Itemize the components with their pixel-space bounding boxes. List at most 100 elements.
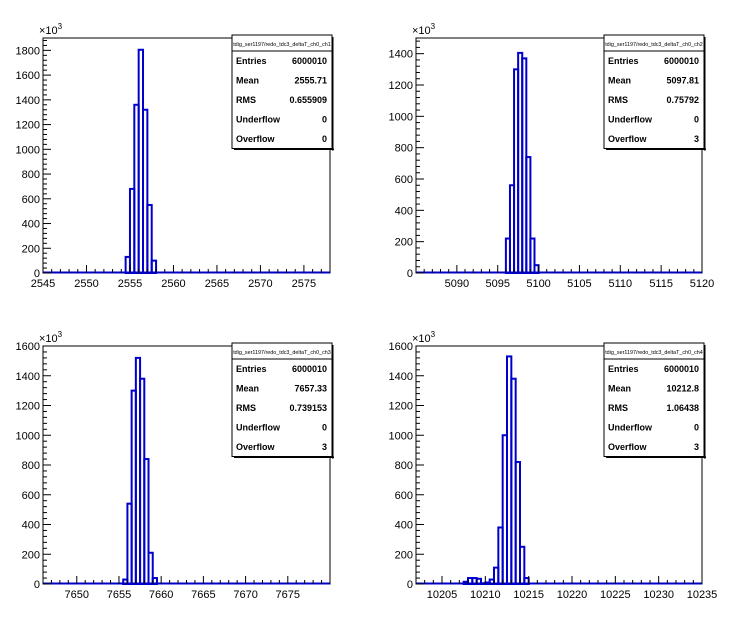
x-tick-label: 10235	[687, 589, 718, 601]
stats-box-shadow	[606, 148, 706, 150]
stats-label: Underflow	[608, 423, 653, 433]
x-tick-label: 2550	[74, 278, 98, 290]
y-tick-label: 200	[395, 549, 413, 561]
stats-label: RMS	[608, 403, 628, 413]
stats-label: Entries	[608, 56, 639, 66]
y-tick-label: 1800	[16, 45, 40, 57]
y-tick-label: 1200	[389, 401, 413, 413]
x-tick-label: 2570	[248, 278, 272, 290]
stats-box: tdig_ser1197/redo_tdc3_deltaT_ch0_ch2 Ent…	[603, 34, 706, 151]
stats-box: tdig_ser1197/redo_tdc3_deltaT_ch0_ch4 Ent…	[603, 342, 706, 459]
stats-box: tdig_ser1197/redo_tdc3_deltaT_ch0_ch1 Ent…	[231, 34, 334, 151]
stats-value: 1.06438	[666, 403, 699, 413]
stats-value: 2555.71	[294, 76, 327, 86]
x-tick-label: 10225	[600, 589, 631, 601]
histogram-title: tdig_ser1197/redo_tdc3_deltaT_ch0_ch2	[605, 42, 703, 48]
stats-value: 6000010	[292, 364, 327, 374]
stats-value: 0.655909	[289, 95, 327, 105]
y-tick-label: 400	[395, 520, 413, 532]
y-tick-label: 400	[395, 205, 413, 217]
stats-box-frame	[231, 342, 333, 457]
x-tick-label: 7665	[191, 589, 215, 601]
y-tick-label: 1000	[389, 111, 413, 123]
stats-box-shadow	[704, 345, 706, 459]
stats-label: Entries	[236, 56, 267, 66]
y-axis-multiplier: ×103	[412, 330, 436, 345]
stats-value: 3	[322, 442, 327, 452]
x-tick-label: 2545	[31, 278, 55, 290]
y-tick-label: 600	[395, 174, 413, 186]
x-tick-label: 2575	[292, 278, 316, 290]
x-tick-label: 7670	[233, 589, 257, 601]
y-tick-label: 1400	[16, 95, 40, 107]
x-tick-label: 10215	[513, 589, 544, 601]
y-tick-label: 600	[395, 490, 413, 502]
y-tick-label: 200	[395, 237, 413, 249]
stats-box-frame	[231, 34, 333, 149]
y-tick-label: 1000	[389, 430, 413, 442]
stats-value: 6000010	[664, 364, 699, 374]
stats-box-shadow	[606, 456, 706, 458]
x-tick-label: 7655	[107, 589, 131, 601]
stats-label: Entries	[236, 364, 267, 374]
x-tick-label: 2560	[161, 278, 185, 290]
y-tick-label: 1400	[16, 371, 40, 383]
stats-box-frame	[603, 34, 705, 149]
x-tick-label: 10220	[557, 589, 588, 601]
stats-value: 7657.33	[294, 384, 327, 394]
stats-value: 3	[694, 442, 699, 452]
stats-box-shadow	[332, 37, 334, 151]
stats-value: 5097.81	[666, 76, 699, 86]
x-tick-label: 10230	[643, 589, 674, 601]
histogram-panel-3: 0 200 400 600 800 1000 1200 1400 1600 7650 7655 766…	[16, 330, 334, 601]
histogram-bins	[504, 51, 540, 275]
stats-label: Underflow	[608, 115, 653, 125]
y-tick-label: 800	[395, 143, 413, 155]
y-tick-label: 1400	[389, 49, 413, 61]
stats-box-shadow	[234, 148, 334, 150]
stats-value: 0	[322, 423, 327, 433]
stats-value: 10212.8	[666, 384, 699, 394]
y-tick-label: 1200	[16, 401, 40, 413]
y-axis-multiplier: ×103	[39, 22, 63, 37]
stats-value: 0	[322, 134, 327, 144]
histogram-panel-2: 0 200 400 600 800 1000 1200 1400 5090 5095 5100 510…	[389, 22, 715, 290]
y-tick-label: 1200	[389, 80, 413, 92]
stats-box-shadow	[234, 456, 334, 458]
stats-label: RMS	[236, 403, 256, 413]
stats-label: Entries	[608, 364, 639, 374]
x-tick-label: 10210	[470, 589, 501, 601]
x-tick-label: 5105	[567, 278, 591, 290]
stats-box-frame	[603, 342, 705, 457]
x-tick-label: 10205	[427, 589, 458, 601]
histogram-bins	[124, 48, 158, 275]
x-tick-label: 5110	[608, 278, 632, 290]
y-axis-multiplier: ×103	[39, 330, 63, 345]
histogram-panel-1: 0 200 400 600 800 1000 1200 1400 1600 1800 2545 255…	[16, 22, 334, 290]
y-tick-label: 0	[34, 268, 40, 280]
stats-label: RMS	[608, 95, 628, 105]
x-tick-label: 5095	[485, 278, 509, 290]
stats-label: Overflow	[608, 134, 648, 144]
y-tick-label: 400	[22, 520, 40, 532]
y-tick-label: 1000	[16, 430, 40, 442]
stats-value: 6000010	[664, 56, 699, 66]
stats-label: Mean	[608, 76, 631, 86]
y-tick-label: 1200	[16, 120, 40, 132]
stats-label: Mean	[236, 384, 259, 394]
stats-label: Overflow	[236, 134, 276, 144]
stats-box-shadow	[704, 37, 706, 151]
x-tick-label: 7660	[149, 589, 173, 601]
y-tick-label: 200	[22, 243, 40, 255]
histogram-panel-4: 0 200 400 600 800 1000 1200 1400 1600 10205 10210 1…	[389, 330, 718, 601]
x-tick-label: 2555	[118, 278, 142, 290]
stats-box-shadow	[332, 345, 334, 459]
y-tick-label: 600	[22, 194, 40, 206]
x-tick-label: 5090	[445, 278, 469, 290]
x-tick-label: 5120	[690, 278, 714, 290]
y-tick-label: 800	[22, 169, 40, 181]
stats-value: 0.739153	[289, 403, 327, 413]
y-tick-label: 1000	[16, 144, 40, 156]
x-tick-label: 7650	[65, 589, 89, 601]
